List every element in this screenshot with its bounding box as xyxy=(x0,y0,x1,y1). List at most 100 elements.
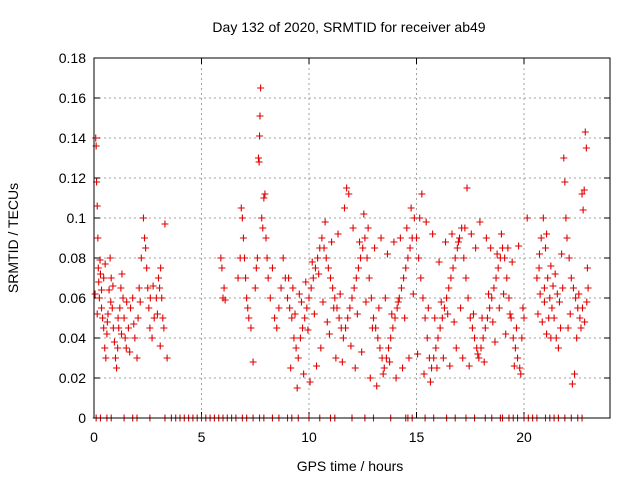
data-point xyxy=(294,354,302,362)
data-point xyxy=(394,298,402,306)
data-point xyxy=(464,294,472,302)
data-point xyxy=(142,244,150,252)
data-point xyxy=(310,310,318,318)
data-point xyxy=(488,294,496,302)
data-point xyxy=(309,274,317,282)
data-point xyxy=(105,286,113,294)
data-point xyxy=(578,304,586,312)
data-point xyxy=(439,354,447,362)
data-point xyxy=(161,220,169,228)
data-point xyxy=(377,234,385,242)
x-axis-label: GPS time / hours xyxy=(297,458,404,474)
data-point xyxy=(320,244,328,252)
data-point xyxy=(416,214,424,222)
data-point xyxy=(510,362,518,370)
data-point xyxy=(558,250,566,258)
data-point xyxy=(318,234,326,242)
data-point xyxy=(113,364,121,372)
data-point xyxy=(367,294,375,302)
data-point xyxy=(461,224,469,232)
data-point xyxy=(106,254,114,262)
data-point xyxy=(520,314,528,322)
data-point xyxy=(286,304,294,312)
data-point xyxy=(508,258,516,266)
data-point xyxy=(338,358,346,366)
data-point xyxy=(146,294,154,302)
data-point xyxy=(107,274,115,282)
data-point xyxy=(581,318,589,326)
data-point xyxy=(576,314,584,322)
data-point xyxy=(361,234,369,242)
data-point xyxy=(323,318,331,326)
data-point xyxy=(354,264,362,272)
data-point xyxy=(94,234,102,242)
data-point xyxy=(304,326,312,334)
data-point xyxy=(365,274,373,282)
data-point xyxy=(144,284,152,292)
y-tick-label: 0.16 xyxy=(59,90,86,106)
data-point xyxy=(540,284,548,292)
data-point xyxy=(518,334,526,342)
data-point xyxy=(124,324,132,332)
data-point xyxy=(561,178,569,186)
data-point xyxy=(130,320,138,328)
data-point xyxy=(442,238,450,246)
data-point xyxy=(325,330,333,338)
data-point xyxy=(275,304,283,312)
data-point xyxy=(392,374,400,382)
data-point xyxy=(327,274,334,282)
data-point xyxy=(330,304,338,312)
data-point xyxy=(562,214,570,222)
tick-label-layer: 0 0.02 0.04 0.06 0.08 0.1 0.12 0.14 0.16 0.18 0 5 10… xyxy=(59,50,532,445)
data-point xyxy=(148,334,156,342)
data-point xyxy=(98,304,106,312)
data-point xyxy=(95,278,103,286)
data-point xyxy=(573,334,581,342)
data-point xyxy=(391,314,399,322)
data-point xyxy=(417,274,425,282)
data-point xyxy=(506,310,514,318)
data-point xyxy=(445,284,453,292)
data-point xyxy=(547,334,555,342)
data-point xyxy=(452,344,460,352)
data-point xyxy=(126,348,134,356)
data-point xyxy=(339,334,347,342)
data-point xyxy=(401,314,409,322)
data-point xyxy=(133,354,141,362)
data-point xyxy=(404,254,412,262)
data-point xyxy=(482,234,490,242)
data-point xyxy=(400,274,408,282)
data-point xyxy=(456,234,463,242)
data-point xyxy=(449,264,457,272)
data-point xyxy=(374,334,382,342)
data-point xyxy=(145,304,153,312)
data-point xyxy=(511,344,519,352)
data-point xyxy=(263,254,271,262)
y-tick-label: 0.02 xyxy=(59,370,86,386)
data-point xyxy=(390,238,398,246)
data-point xyxy=(542,244,549,252)
data-point xyxy=(370,314,377,322)
data-point xyxy=(287,364,295,372)
data-point xyxy=(495,304,503,312)
data-point xyxy=(99,314,107,322)
data-point xyxy=(476,218,484,226)
data-point xyxy=(409,290,417,298)
data-point xyxy=(555,298,563,306)
data-point xyxy=(321,218,329,226)
data-point xyxy=(156,342,164,350)
data-point xyxy=(256,112,264,120)
data-point xyxy=(422,218,430,226)
data-point xyxy=(437,298,445,306)
data-point xyxy=(139,214,147,222)
data-point xyxy=(244,304,252,312)
data-point xyxy=(255,158,263,166)
data-point xyxy=(497,230,505,238)
data-point xyxy=(123,298,131,306)
data-point xyxy=(239,234,247,242)
data-point xyxy=(446,362,454,370)
data-point xyxy=(569,284,577,292)
data-point xyxy=(342,324,350,332)
data-point xyxy=(575,290,583,298)
data-point xyxy=(349,224,357,232)
